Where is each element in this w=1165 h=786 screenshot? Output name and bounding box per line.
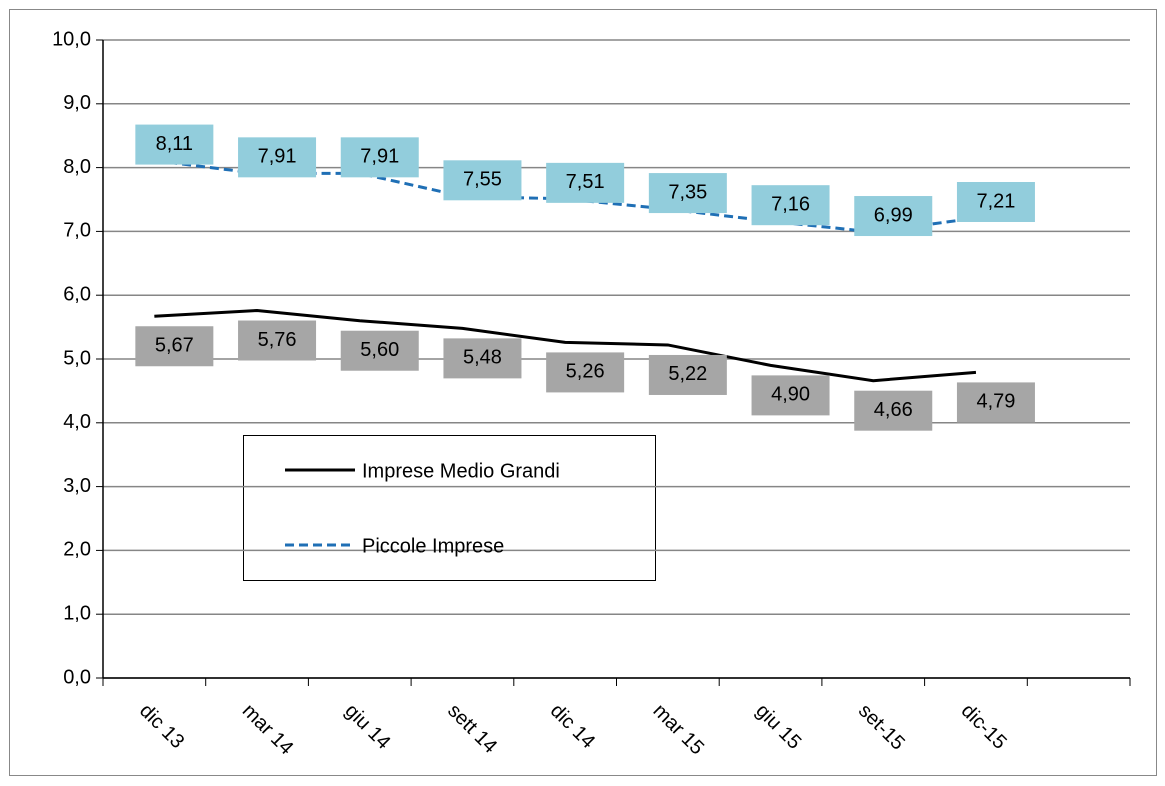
data-label: 5,48	[463, 347, 502, 369]
data-label: 7,55	[463, 169, 502, 191]
y-tick-label: 2,0	[63, 539, 91, 561]
data-label-bg	[854, 390, 933, 431]
data-label-bg	[340, 137, 419, 178]
y-tick-label: 4,0	[63, 411, 91, 433]
legend-label: Piccole Imprese	[362, 535, 504, 557]
y-tick-label: 3,0	[63, 475, 91, 497]
data-label: 4,66	[874, 399, 913, 421]
data-label: 5,22	[668, 363, 707, 385]
y-tick-label: 0,0	[63, 666, 91, 688]
legend-box	[243, 435, 656, 581]
data-label: 5,67	[155, 335, 194, 357]
data-label-bg	[238, 137, 317, 178]
y-tick-label: 7,0	[63, 220, 91, 242]
data-label: 7,91	[258, 146, 297, 168]
data-label-bg	[443, 338, 522, 379]
data-label: 5,60	[360, 339, 399, 361]
data-label: 7,16	[771, 193, 810, 215]
y-tick-label: 1,0	[63, 602, 91, 624]
data-label: 7,35	[668, 181, 707, 203]
data-label-bg	[135, 326, 214, 367]
data-label: 4,79	[976, 391, 1015, 413]
data-label: 6,99	[874, 204, 913, 226]
y-tick-label: 6,0	[63, 283, 91, 305]
data-label: 5,26	[566, 361, 605, 383]
data-label-bg	[648, 173, 727, 214]
data-label-bg	[854, 196, 933, 237]
data-label-bg	[956, 182, 1035, 223]
y-tick-label: 9,0	[63, 92, 91, 114]
data-label-bg	[648, 354, 727, 395]
data-label-bg	[135, 124, 214, 165]
data-label-bg	[546, 352, 625, 393]
data-label: 5,76	[258, 329, 297, 351]
legend-label: Imprese Medio Grandi	[362, 460, 560, 482]
y-tick-label: 5,0	[63, 347, 91, 369]
series-line	[154, 309, 977, 383]
y-tick-label: 8,0	[63, 156, 91, 178]
data-label-bg	[546, 162, 625, 203]
data-label-bg	[956, 382, 1035, 423]
data-label-bg	[238, 320, 317, 361]
data-label-bg	[751, 375, 830, 416]
y-tick-label: 10,0	[52, 28, 91, 50]
data-label-bg	[340, 330, 419, 371]
data-label: 7,21	[976, 190, 1015, 212]
data-label: 8,11	[156, 133, 193, 155]
data-label-bg	[751, 185, 830, 226]
data-label: 4,90	[771, 384, 810, 406]
data-label: 7,51	[566, 171, 605, 193]
data-label: 7,91	[360, 146, 399, 168]
data-label-bg	[443, 160, 522, 201]
